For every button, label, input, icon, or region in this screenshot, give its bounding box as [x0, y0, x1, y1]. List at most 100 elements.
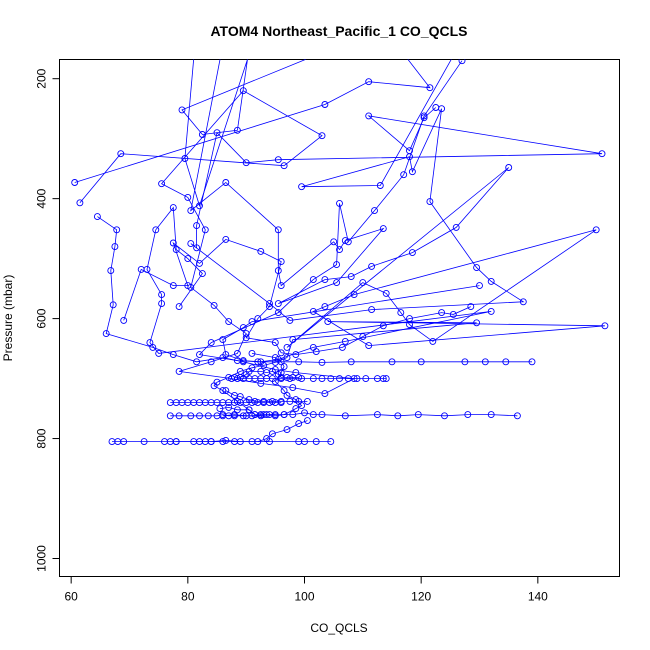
data-point	[382, 375, 390, 383]
data-point	[318, 411, 326, 419]
data-point	[324, 318, 332, 326]
y-axis: 200 400 600 800 1000	[35, 68, 60, 572]
data-point	[76, 199, 84, 207]
data-point	[207, 339, 215, 347]
data-point	[312, 348, 320, 356]
data-point	[236, 393, 244, 401]
data-point	[225, 318, 233, 326]
data-point	[295, 397, 303, 405]
data-point	[257, 379, 265, 387]
data-point	[248, 318, 256, 326]
data-point	[169, 282, 177, 290]
data-point	[429, 337, 437, 345]
y-tick-label: 600	[35, 308, 49, 328]
data-point	[120, 316, 128, 324]
data-point	[169, 239, 177, 247]
data-point	[420, 114, 428, 122]
data-point	[408, 168, 416, 176]
data-point	[289, 384, 297, 392]
data-point	[458, 59, 466, 65]
data-point	[309, 276, 317, 284]
data-point	[263, 411, 271, 419]
data-point	[601, 322, 609, 330]
series-10	[108, 438, 335, 446]
data-point	[468, 22, 474, 28]
data-point	[204, 412, 212, 420]
data-point	[216, 405, 224, 413]
data-point	[268, 375, 276, 383]
y-tick-label: 1000	[35, 545, 49, 572]
series-14	[222, 387, 311, 405]
data-point	[274, 300, 282, 308]
data-point	[187, 240, 195, 248]
data-point	[321, 101, 329, 108]
data-point	[277, 282, 285, 290]
data-point	[274, 309, 282, 317]
series-4	[187, 22, 606, 324]
data-point	[365, 78, 373, 86]
data-point	[210, 382, 218, 390]
data-point	[193, 358, 201, 366]
data-point	[268, 367, 276, 375]
x-tick-label: 80	[181, 590, 195, 604]
data-point	[344, 238, 352, 246]
data-point	[368, 262, 376, 270]
data-point	[438, 105, 446, 113]
data-point	[318, 358, 326, 366]
data-point	[592, 226, 600, 234]
data-point	[359, 279, 367, 287]
data-point	[233, 126, 241, 134]
data-point	[198, 270, 206, 278]
data-point	[598, 150, 606, 158]
data-point	[184, 193, 192, 201]
data-point	[257, 247, 265, 255]
data-point	[254, 315, 262, 323]
data-point	[327, 375, 335, 383]
data-point	[117, 150, 125, 158]
data-point	[333, 261, 341, 269]
series-layer	[71, 22, 609, 446]
data-point	[481, 358, 489, 366]
x-axis: 60 80 100 120 140	[64, 576, 548, 604]
series-15-line	[219, 406, 276, 416]
data-point	[400, 171, 408, 179]
y-tick-label: 400	[35, 188, 49, 208]
data-point	[338, 343, 346, 351]
data-point	[277, 349, 285, 357]
data-point	[93, 213, 101, 221]
data-point	[120, 438, 128, 446]
data-point	[505, 164, 513, 171]
data-point	[280, 387, 288, 395]
data-point	[318, 132, 326, 140]
data-point	[158, 300, 166, 308]
data-point	[239, 412, 247, 420]
data-point	[449, 310, 457, 318]
data-point	[213, 129, 221, 137]
data-point	[178, 106, 186, 114]
data-point	[379, 225, 387, 233]
data-point	[303, 397, 311, 405]
data-point	[268, 430, 276, 438]
data-point	[113, 226, 121, 234]
data-point	[301, 409, 308, 417]
data-point	[277, 358, 285, 366]
data-point	[379, 375, 387, 383]
data-point	[222, 387, 230, 395]
data-point	[233, 349, 241, 357]
data-point	[318, 375, 326, 383]
x-tick-label: 140	[528, 590, 548, 604]
data-point	[336, 375, 343, 383]
data-point	[321, 390, 329, 398]
data-point	[350, 291, 358, 299]
data-point	[102, 330, 110, 338]
data-point	[184, 282, 192, 290]
data-point	[513, 412, 521, 420]
data-point	[441, 412, 448, 420]
data-point	[426, 198, 434, 206]
data-point	[452, 223, 460, 231]
data-point	[257, 358, 265, 366]
data-point	[109, 301, 117, 309]
data-point	[137, 265, 145, 273]
data-point	[362, 375, 370, 383]
data-point	[277, 258, 285, 266]
